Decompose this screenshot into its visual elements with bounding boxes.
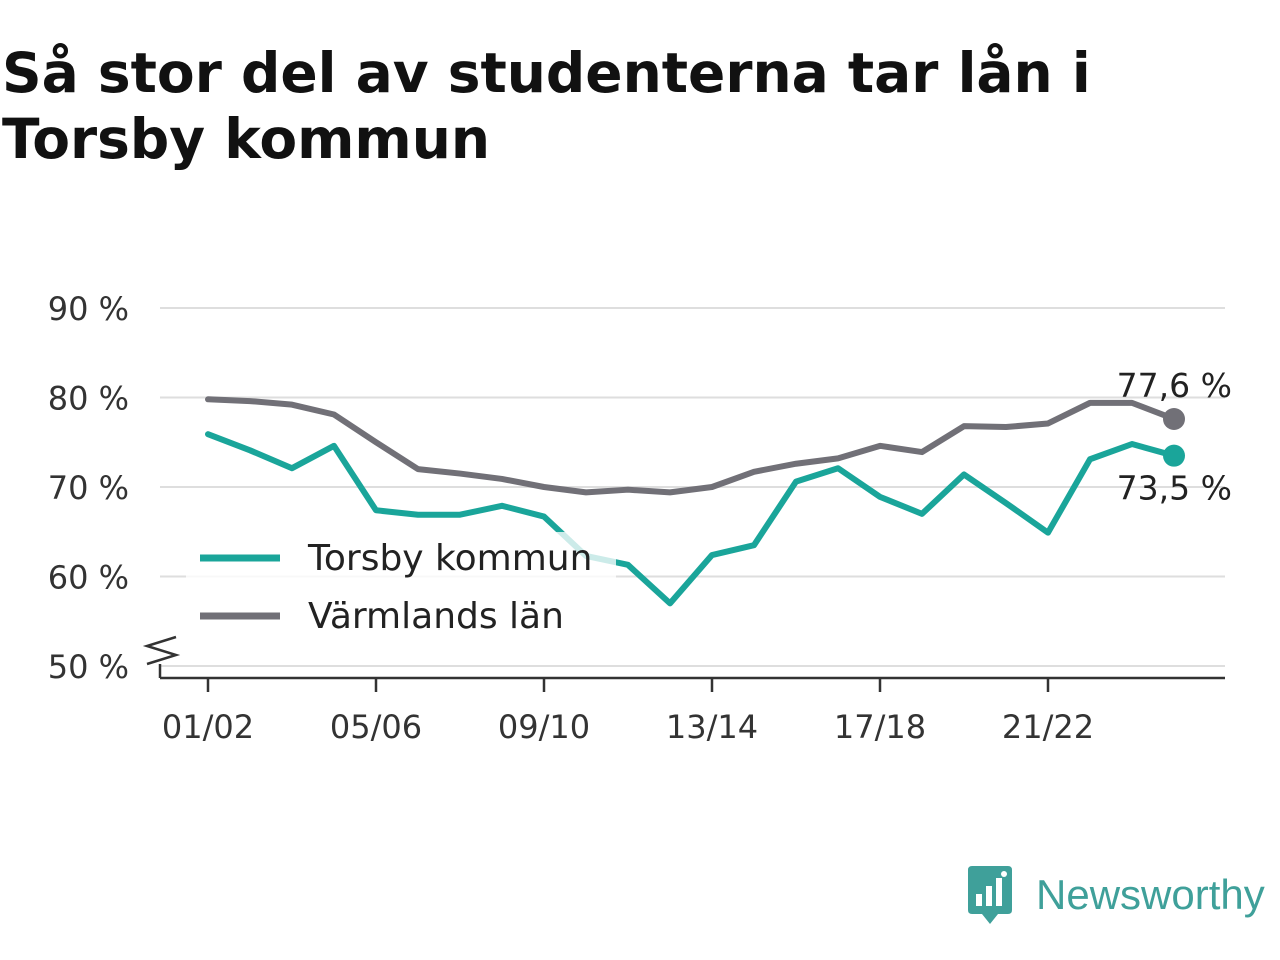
series-line-torsby (205, 431, 1177, 607)
x-tick-label: 17/18 (834, 708, 926, 746)
x-tick-label: 01/02 (162, 708, 254, 746)
y-tick-label: 50 % (48, 648, 129, 686)
y-tick-label: 70 % (48, 469, 129, 507)
end-label-varmland: 77,6 % (1117, 366, 1232, 405)
axis-break-marker (142, 635, 181, 666)
x-axis: 01/02 05/06 09/10 13/14 17/18 21/22 (142, 635, 1225, 746)
x-tick-label: 09/10 (498, 708, 590, 746)
newsworthy-logo-icon (968, 866, 1012, 924)
legend-label: Torsby kommun (307, 538, 592, 579)
x-tick-label: 13/14 (666, 708, 758, 746)
y-tick-label: 60 % (48, 559, 129, 597)
series-line-varmland (205, 396, 1177, 496)
x-tick-label: 05/06 (330, 708, 422, 746)
brand-logo[interactable]: Newsworthy (964, 864, 1265, 926)
end-labels: 77,6 % 73,5 % (1117, 366, 1232, 508)
y-axis-tick-labels: 50 % 60 % 70 % 80 % 90 % (48, 290, 129, 686)
legend-label: Värmlands län (308, 596, 564, 637)
brand-name: Newsworthy (1036, 871, 1265, 918)
end-label-torsby: 73,5 % (1117, 469, 1232, 508)
series-lines (205, 396, 1185, 607)
line-chart: 50 % 60 % 70 % 80 % 90 % 01/02 05/06 09/10 13/1… (48, 290, 1232, 746)
y-tick-label: 90 % (48, 290, 129, 328)
chart-title: Så stor del av studenterna tar lån i Tor… (2, 41, 1091, 171)
series-end-point-torsby (1163, 444, 1185, 467)
x-tick-label: 21/22 (1002, 708, 1094, 746)
series-end-point-varmland (1163, 407, 1185, 430)
y-tick-label: 80 % (48, 380, 129, 418)
legend: Torsby kommun Värmlands län (186, 532, 616, 637)
